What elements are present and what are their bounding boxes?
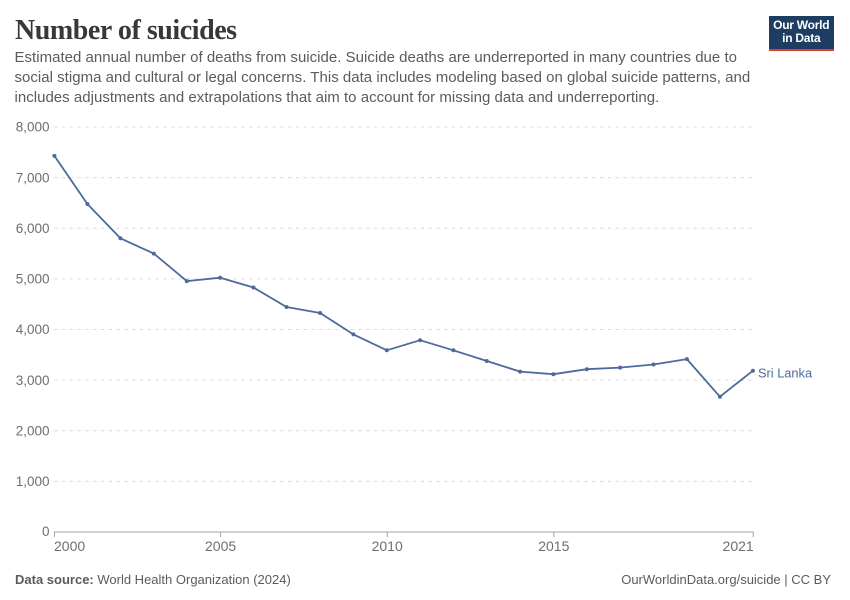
svg-text:6,000: 6,000 (16, 221, 50, 236)
svg-text:0: 0 (42, 524, 50, 539)
svg-text:2010: 2010 (372, 538, 403, 554)
svg-text:3,000: 3,000 (16, 373, 50, 388)
svg-text:2015: 2015 (538, 538, 569, 554)
svg-text:7,000: 7,000 (16, 170, 50, 185)
svg-text:8,000: 8,000 (16, 120, 50, 135)
svg-text:2000: 2000 (54, 538, 85, 554)
svg-text:2,000: 2,000 (16, 424, 50, 439)
svg-text:4,000: 4,000 (16, 322, 50, 337)
svg-text:Sri Lanka: Sri Lanka (758, 366, 813, 381)
svg-text:1,000: 1,000 (16, 474, 50, 489)
svg-text:2005: 2005 (205, 538, 236, 554)
svg-text:2021: 2021 (723, 538, 754, 554)
svg-text:5,000: 5,000 (16, 272, 50, 287)
